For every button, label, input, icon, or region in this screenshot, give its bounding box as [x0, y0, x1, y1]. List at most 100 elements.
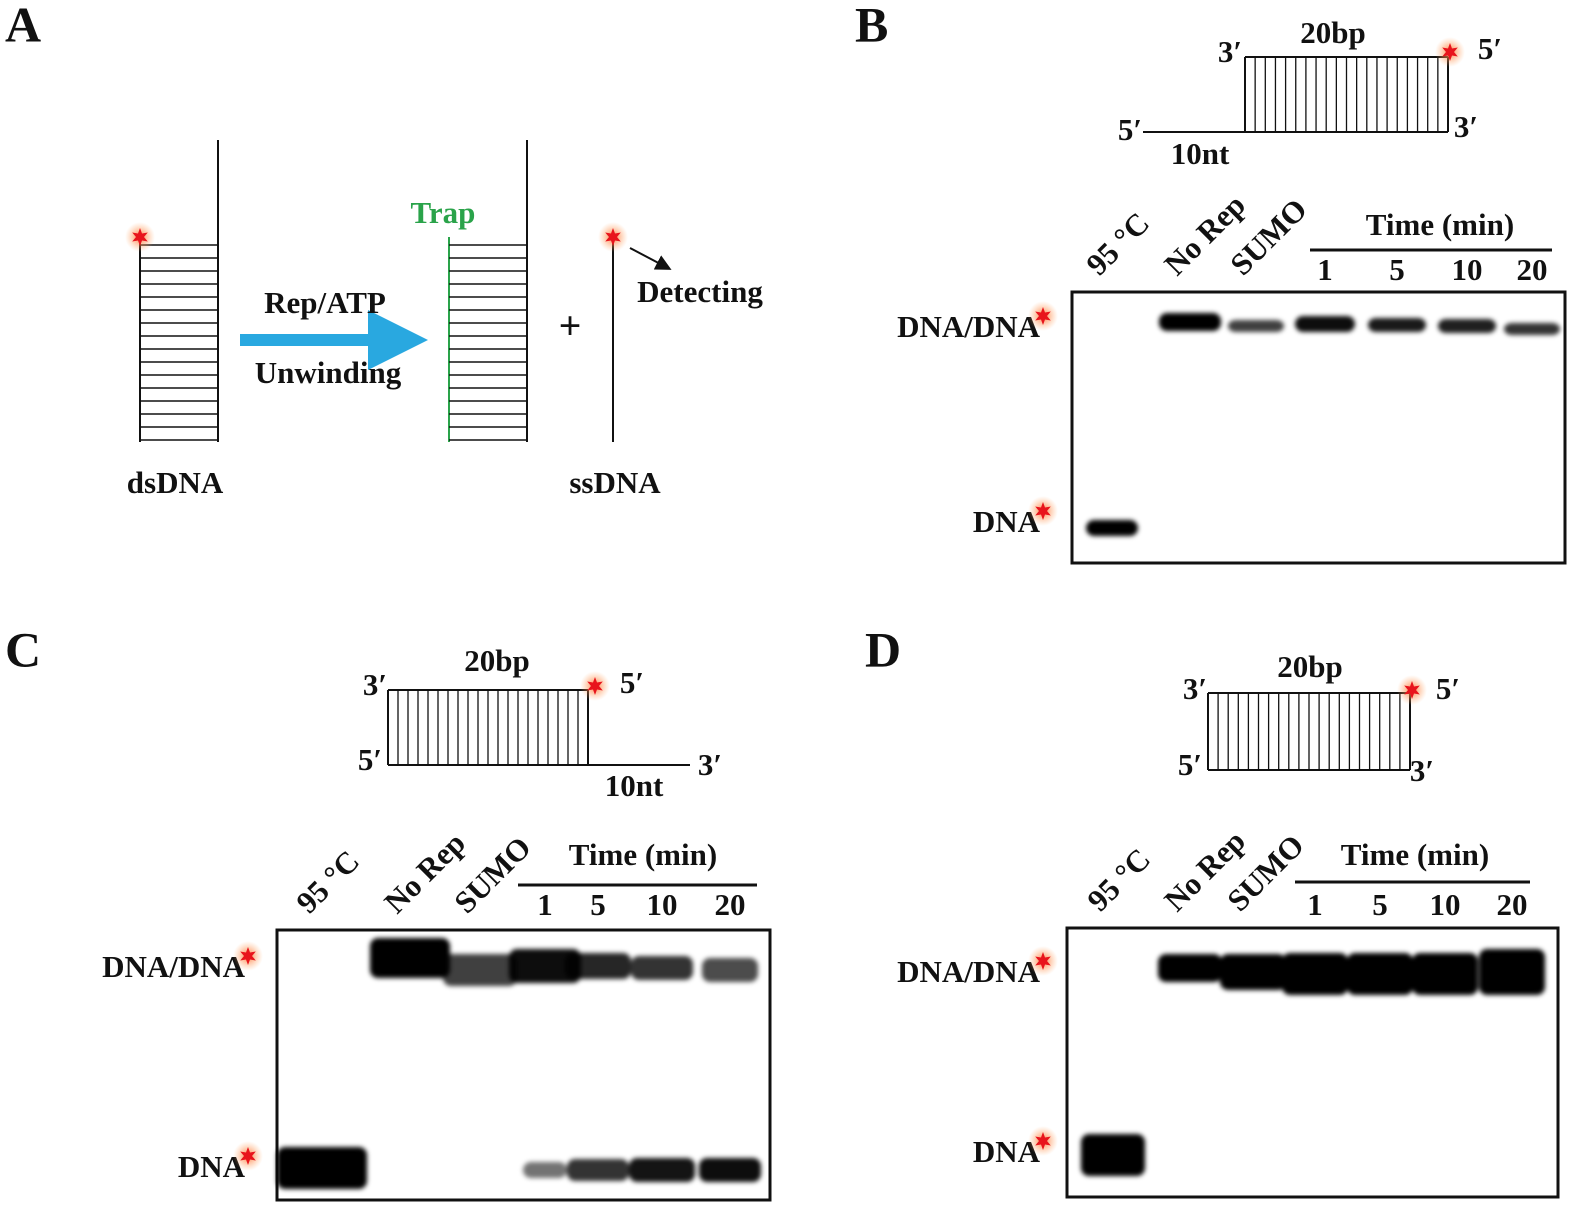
band: [1220, 954, 1286, 990]
band: [565, 953, 631, 979]
plus: +: [559, 303, 582, 348]
band: [1368, 318, 1426, 332]
band: [699, 1158, 761, 1182]
fluor-star: [580, 671, 610, 701]
time-header: Time (min): [1341, 837, 1489, 872]
band: [631, 956, 693, 980]
star: [1035, 307, 1051, 325]
band: [509, 949, 581, 983]
gel: [1070, 290, 1567, 565]
band: [1081, 1134, 1145, 1176]
fluor-star: [1435, 37, 1465, 67]
lane-label: 95 °C: [1080, 841, 1157, 918]
band: [567, 1159, 629, 1181]
time-label: 1: [1307, 887, 1323, 922]
star: [1035, 502, 1051, 520]
strand-end-label: 3′: [363, 667, 387, 702]
band: [1086, 520, 1138, 536]
panel-label: A: [5, 0, 41, 52]
band: [370, 938, 450, 978]
time-label: 10: [1452, 252, 1483, 287]
fluor-star: [1028, 946, 1058, 976]
fluor-star: [233, 1141, 263, 1171]
band: [629, 1158, 695, 1182]
overhang-label: 10nt: [1171, 136, 1230, 171]
arrow-label: Unwinding: [255, 355, 402, 390]
strand-end-label: 3′: [1183, 671, 1207, 706]
fluor-star: [1028, 496, 1058, 526]
bands: [1086, 313, 1560, 536]
fluor-star: [125, 222, 155, 252]
star: [240, 1147, 256, 1165]
time-label: 20: [715, 887, 746, 922]
time-label: 5: [590, 887, 606, 922]
time-label: 5: [1372, 887, 1388, 922]
band: [1282, 953, 1348, 995]
panel-label: D: [865, 621, 901, 677]
caption: ssDNA: [569, 465, 661, 500]
dsdna: [139, 140, 219, 442]
fluor-star: [1397, 675, 1427, 705]
band: [1295, 316, 1355, 332]
strand-end-label: 3′: [1410, 753, 1434, 788]
fluor-star: [1028, 1126, 1058, 1156]
band: [1479, 949, 1545, 995]
star: [1404, 681, 1420, 699]
duplex-length: 20bp: [464, 643, 529, 678]
band: [1159, 313, 1221, 331]
band: [1228, 320, 1284, 332]
star: [132, 228, 148, 246]
panel-label: C: [5, 621, 41, 677]
overhang-label: 10nt: [605, 768, 664, 803]
band: [443, 954, 517, 986]
band: [1504, 323, 1560, 335]
time-label: 10: [647, 887, 678, 922]
panel-label: B: [855, 0, 888, 52]
strand-end-label: 5′: [358, 742, 382, 777]
star: [1035, 1132, 1051, 1150]
strand-end-label: 3′: [1218, 34, 1242, 69]
caption: dsDNA: [127, 465, 224, 500]
strand-end-label: 5′: [1178, 747, 1202, 782]
row-label: DNA/DNA: [897, 309, 1041, 344]
strand-end-label: 3′: [698, 747, 722, 782]
time-label: 5: [1389, 252, 1405, 287]
trap-label: Trap: [411, 195, 476, 230]
arrow-label: Rep/ATP: [264, 285, 386, 320]
band: [277, 1147, 367, 1189]
strand-end-label: 3′: [1454, 109, 1478, 144]
strand-end-label: 5′: [1118, 112, 1142, 147]
star: [240, 947, 256, 965]
time-label: 1: [1317, 252, 1333, 287]
time-header: Time (min): [1366, 207, 1514, 242]
band: [523, 1162, 567, 1178]
bands: [277, 938, 761, 1189]
fluor-star: [1028, 301, 1058, 331]
time-label: 10: [1430, 887, 1461, 922]
strand-end-label: 5′: [620, 665, 644, 700]
fluor-star: [598, 222, 628, 252]
strand-end-label: 5′: [1478, 31, 1502, 66]
fluor-star: [233, 941, 263, 971]
duplex-length: 20bp: [1277, 649, 1342, 684]
band: [702, 958, 758, 982]
band: [1347, 953, 1413, 995]
detecting-label: Detecting: [637, 274, 763, 309]
time-header: Time (min): [569, 837, 717, 872]
star: [1442, 43, 1458, 61]
band: [1158, 954, 1222, 982]
trapped-dna: [448, 140, 528, 442]
row-label: DNA/DNA: [897, 954, 1041, 989]
detect-arrow: [629, 247, 672, 270]
bands: [1081, 949, 1545, 1176]
lane-label: 95 °C: [1079, 205, 1156, 282]
band: [1412, 953, 1478, 995]
time-label: 20: [1497, 887, 1528, 922]
star: [1035, 952, 1051, 970]
star: [605, 228, 621, 246]
strand-end-label: 5′: [1436, 671, 1460, 706]
band: [1438, 319, 1496, 333]
time-label: 20: [1517, 252, 1548, 287]
star: [587, 677, 603, 695]
